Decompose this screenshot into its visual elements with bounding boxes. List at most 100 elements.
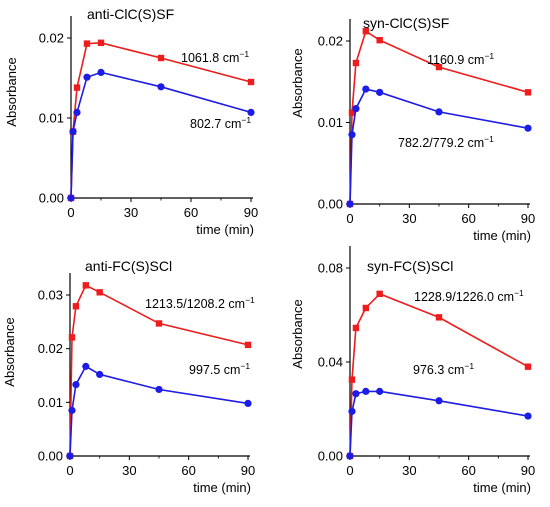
y-tick-label: 0.00 — [38, 449, 63, 464]
data-point — [376, 387, 384, 395]
y-tick-label: 0.00 — [39, 191, 64, 206]
data-point — [348, 407, 356, 415]
data-point — [67, 194, 75, 202]
panel-title: syn-ClC(S)SF — [363, 15, 449, 31]
y-tick-label: 0.02 — [39, 31, 64, 46]
y-tick-label: 0.04 — [318, 355, 343, 370]
x-tick-label: 60 — [184, 205, 198, 220]
panel-title: anti-ClC(S)SF — [87, 6, 174, 22]
x-tick-label: 30 — [124, 205, 138, 220]
data-point — [68, 334, 76, 341]
x-tick-label: 60 — [461, 463, 475, 478]
series-annotation: 802.7 cm−1 — [190, 115, 251, 131]
series-annotation: 1213.5/1208.2 cm−1 — [145, 295, 255, 311]
x-tick-label: 0 — [346, 211, 353, 226]
series-line-2 — [69, 365, 249, 457]
x-tick-label: 0 — [66, 463, 73, 478]
data-point — [155, 385, 163, 394]
series-annotation: 1228.9/1226.0 cm−1 — [414, 288, 524, 304]
series-annotation: 1061.8 cm−1 — [181, 49, 249, 65]
data-point — [346, 200, 354, 208]
data-point — [376, 290, 383, 298]
data-point — [96, 370, 104, 379]
series-line-2 — [70, 71, 252, 199]
data-point — [247, 78, 255, 86]
data-point — [157, 54, 165, 62]
data-point — [524, 412, 532, 420]
data-point — [348, 131, 356, 139]
chart-panel-2: 0 30 60 90 0.00 0.01 0.02 time (min) Absorbance s… — [290, 15, 535, 243]
data-point — [72, 381, 80, 389]
series-annotation: 976.3 cm−1 — [413, 361, 474, 377]
x-tick-label: 30 — [402, 463, 416, 478]
data-point — [96, 289, 103, 296]
x-tick-label: 90 — [521, 463, 535, 478]
data-point — [247, 108, 255, 116]
chart-panel-4: 0 30 60 90 0.00 0.04 0.08 time (min) Absorbance s… — [290, 246, 535, 495]
data-point — [82, 282, 90, 289]
data-point — [376, 88, 384, 96]
data-point — [435, 63, 443, 71]
data-point — [352, 324, 360, 332]
x-tick-label: 60 — [461, 211, 475, 226]
x-tick-label: 30 — [402, 211, 416, 226]
y-tick-label: 0.01 — [318, 115, 343, 130]
y-axis-title: Absorbance — [290, 48, 305, 117]
data-point — [362, 28, 370, 35]
data-point — [435, 108, 443, 116]
data-point — [82, 362, 90, 370]
data-point — [352, 105, 360, 113]
data-point — [83, 73, 91, 81]
data-point — [362, 387, 370, 395]
data-point — [97, 68, 105, 76]
data-point — [346, 452, 354, 460]
series-annotation: 1160.9 cm−1 — [427, 51, 494, 67]
data-point — [69, 128, 77, 136]
x-axis-title: time (min) — [473, 228, 531, 243]
data-point — [362, 304, 370, 312]
data-point — [157, 83, 165, 91]
data-point — [73, 84, 81, 91]
data-point — [244, 399, 252, 408]
panel-title: anti-FC(S)SCl — [85, 258, 172, 274]
data-point — [66, 452, 74, 460]
y-tick-label: 0.08 — [318, 261, 343, 276]
data-point — [362, 85, 370, 93]
data-point — [348, 376, 356, 383]
y-axis-title: Absorbance — [2, 317, 17, 386]
y-tick-label: 0.01 — [38, 395, 63, 410]
x-axis-title: time (min) — [473, 480, 531, 495]
chart-panel-3: 0 30 60 90 0.00 0.01 0.02 0.03 time (min) Absorba… — [2, 258, 255, 495]
data-point — [68, 406, 76, 414]
series-annotation: 782.2/779.2 cm−1 — [398, 134, 494, 150]
x-tick-label: 90 — [241, 463, 255, 478]
data-point — [348, 109, 356, 116]
y-tick-label: 0.00 — [318, 197, 343, 212]
data-point — [155, 320, 163, 327]
x-tick-label: 0 — [67, 205, 74, 220]
x-tick-label: 60 — [181, 463, 195, 478]
data-point — [524, 89, 532, 96]
data-point — [244, 341, 252, 349]
chart-panel-1: 0 30 60 90 0.00 0.01 0.02 time (min) Absorbance a… — [4, 6, 258, 237]
x-tick-label: 90 — [244, 205, 258, 220]
data-point — [97, 39, 105, 46]
data-point — [376, 36, 383, 44]
data-point — [73, 108, 81, 116]
y-tick-label: 0.02 — [38, 341, 63, 356]
x-tick-label: 0 — [346, 463, 353, 478]
y-tick-label: 0.03 — [38, 288, 63, 303]
x-tick-label: 30 — [122, 463, 136, 478]
y-tick-label: 0.01 — [39, 111, 64, 126]
x-axis-title: time (min) — [193, 480, 251, 495]
y-axis-title: Absorbance — [290, 299, 305, 368]
y-tick-label: 0.02 — [318, 34, 343, 49]
data-point — [83, 40, 91, 47]
data-point — [352, 59, 360, 67]
y-axis-title: Absorbance — [4, 57, 19, 126]
panel-title: syn-FC(S)SCl — [367, 258, 453, 274]
data-point — [524, 363, 532, 370]
data-point — [352, 390, 360, 398]
data-point — [435, 314, 443, 321]
